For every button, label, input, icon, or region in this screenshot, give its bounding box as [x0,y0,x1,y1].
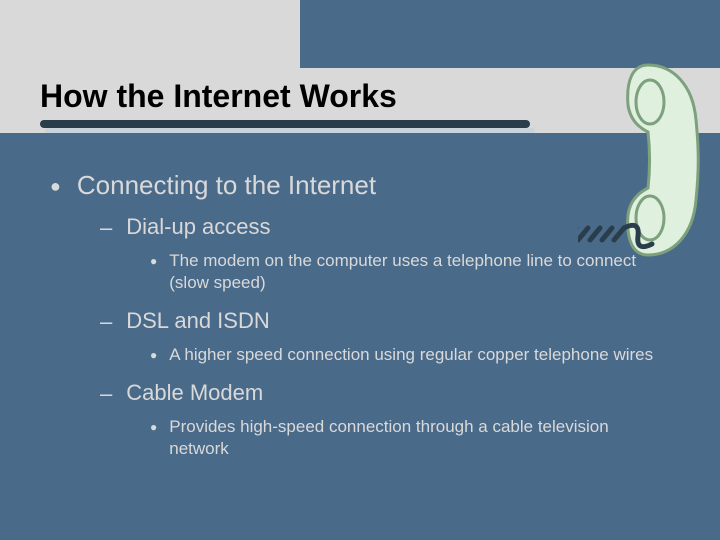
bullet-lvl2-text: DSL and ISDN [126,308,269,334]
bullet-lvl2: – DSL and ISDN [100,308,680,336]
dash-icon: – [100,380,112,408]
bullet-lvl3-text: Provides high-speed connection through a… [169,416,670,460]
bullet-lvl2-text: Cable Modem [126,380,263,406]
bullet-dot-icon: ● [150,344,157,366]
title-rule-light [45,128,535,133]
bullet-lvl3-text: A higher speed connection using regular … [169,344,653,366]
bullet-lvl3: ● A higher speed connection using regula… [150,344,680,366]
dash-icon: – [100,214,112,242]
bullet-lvl1-text: Connecting to the Internet [77,170,376,201]
dash-icon: – [100,308,112,336]
header-strip [0,0,300,68]
bullet-dot-icon: ● [150,250,157,272]
bullet-lvl2: – Cable Modem [100,380,680,408]
phone-icon [578,60,708,270]
bullet-lvl2-text: Dial-up access [126,214,270,240]
bullet-lvl3: ● Provides high-speed connection through… [150,416,680,460]
bullet-dot-icon: ● [50,170,61,202]
title-rule-dark [40,120,530,128]
telephone-clipart [578,60,708,270]
bullet-dot-icon: ● [150,416,157,438]
